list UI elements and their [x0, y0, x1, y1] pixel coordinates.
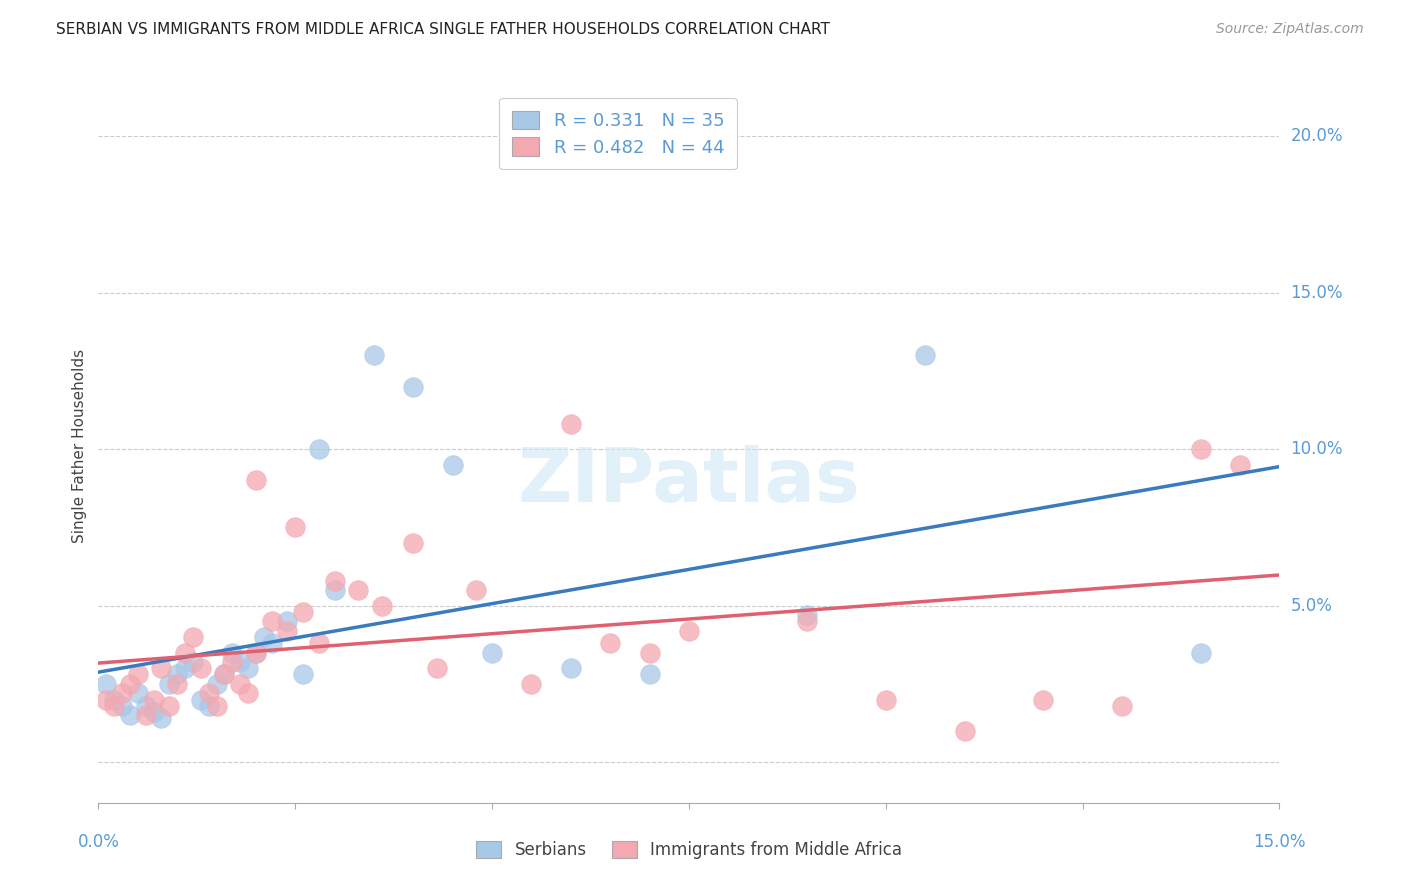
Point [953, 723, 976, 738]
Point [796, 614, 818, 628]
Point [363, 348, 385, 362]
Point [914, 348, 936, 362]
Point [103, 692, 125, 706]
Point [127, 686, 149, 700]
Text: 5.0%: 5.0% [1291, 597, 1333, 615]
Point [292, 667, 315, 681]
Point [236, 661, 259, 675]
Point [402, 379, 425, 393]
Point [157, 698, 180, 713]
Point [560, 661, 582, 675]
Point [181, 655, 204, 669]
Text: Source: ZipAtlas.com: Source: ZipAtlas.com [1216, 22, 1364, 37]
Point [245, 646, 267, 660]
Point [221, 646, 243, 660]
Point [181, 630, 204, 644]
Point [229, 677, 252, 691]
Point [236, 686, 259, 700]
Point [276, 614, 298, 628]
Point [245, 646, 267, 660]
Point [157, 677, 180, 691]
Point [229, 655, 252, 669]
Text: 0.0%: 0.0% [77, 833, 120, 851]
Point [1189, 646, 1212, 660]
Point [221, 655, 243, 669]
Point [197, 686, 219, 700]
Legend: Serbians, Immigrants from Middle Africa: Serbians, Immigrants from Middle Africa [470, 834, 908, 866]
Point [197, 698, 219, 713]
Point [1189, 442, 1212, 457]
Point [135, 708, 157, 723]
Point [308, 442, 330, 457]
Point [260, 614, 283, 628]
Point [638, 646, 661, 660]
Point [560, 417, 582, 431]
Point [166, 677, 188, 691]
Point [599, 636, 621, 650]
Point [166, 667, 188, 681]
Point [174, 661, 197, 675]
Point [96, 692, 118, 706]
Point [96, 677, 118, 691]
Text: SERBIAN VS IMMIGRANTS FROM MIDDLE AFRICA SINGLE FATHER HOUSEHOLDS CORRELATION CH: SERBIAN VS IMMIGRANTS FROM MIDDLE AFRICA… [56, 22, 830, 37]
Text: 10.0%: 10.0% [1291, 440, 1343, 458]
Point [190, 692, 212, 706]
Point [347, 582, 370, 597]
Point [190, 661, 212, 675]
Point [260, 636, 283, 650]
Text: 20.0%: 20.0% [1291, 128, 1343, 145]
Point [205, 698, 228, 713]
Point [308, 636, 330, 650]
Point [214, 667, 236, 681]
Point [323, 574, 346, 588]
Point [402, 536, 425, 550]
Point [323, 582, 346, 597]
Point [127, 667, 149, 681]
Point [174, 646, 197, 660]
Point [142, 692, 165, 706]
Point [103, 698, 125, 713]
Point [111, 686, 134, 700]
Point [465, 582, 488, 597]
Point [481, 646, 503, 660]
Y-axis label: Single Father Households: Single Father Households [72, 349, 87, 543]
Point [150, 711, 173, 725]
Point [245, 474, 267, 488]
Point [638, 667, 661, 681]
Point [111, 698, 134, 713]
Point [150, 661, 173, 675]
Point [678, 624, 700, 638]
Point [253, 630, 276, 644]
Point [135, 698, 157, 713]
Point [520, 677, 543, 691]
Point [796, 607, 818, 622]
Point [118, 677, 141, 691]
Text: 15.0%: 15.0% [1253, 833, 1306, 851]
Point [371, 599, 394, 613]
Text: 15.0%: 15.0% [1291, 284, 1343, 301]
Text: ZIPatlas: ZIPatlas [517, 445, 860, 518]
Point [441, 458, 464, 472]
Point [118, 708, 141, 723]
Point [875, 692, 897, 706]
Point [214, 667, 236, 681]
Point [1032, 692, 1054, 706]
Point [426, 661, 449, 675]
Point [205, 677, 228, 691]
Point [276, 624, 298, 638]
Point [1111, 698, 1133, 713]
Point [292, 605, 315, 619]
Point [1229, 458, 1251, 472]
Point [284, 520, 307, 534]
Point [142, 705, 165, 719]
